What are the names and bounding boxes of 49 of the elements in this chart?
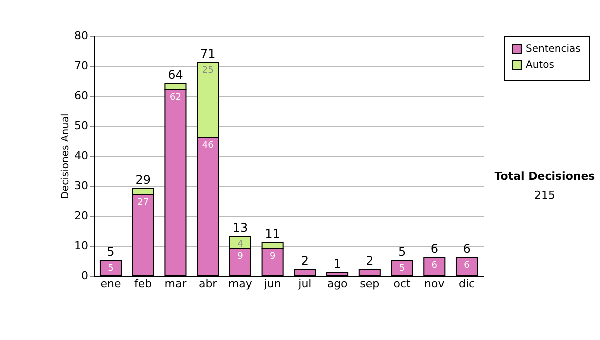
data-label: 25 [202, 66, 214, 76]
data-label: 5 [399, 264, 406, 274]
x-tick-label: mar [164, 278, 188, 290]
total-label: 11 [265, 227, 280, 241]
total-label: 2 [301, 254, 310, 268]
x-tick-label: ene [100, 278, 122, 290]
y-tick-label: 50 [74, 120, 88, 132]
x-tick-label: abr [198, 278, 218, 290]
data-label: 27 [138, 198, 150, 208]
total-label: 2 [366, 254, 374, 268]
y-tick-label: 20 [74, 210, 88, 222]
x-tick-label: dic [458, 278, 476, 290]
x-tick-label: jul [298, 278, 312, 290]
data-label: 6 [464, 261, 470, 271]
total-label: 5 [107, 245, 115, 259]
legend-label: Sentencias [526, 44, 581, 55]
data-label: 62 [170, 93, 182, 103]
x-tick-label: feb [134, 278, 152, 290]
x-tick-label: nov [424, 278, 446, 290]
data-label: 6 [432, 261, 438, 271]
data-label: 46 [202, 141, 214, 151]
x-tick-label: jun [263, 278, 282, 290]
x-tick-label: ago [327, 278, 348, 290]
legend-label: Autos [526, 60, 554, 71]
data-label: 5 [108, 264, 114, 274]
y-tick-label: 40 [74, 150, 88, 162]
y-tick-label: 30 [74, 180, 88, 192]
total-label: 1 [334, 257, 342, 271]
text: 215 [534, 189, 556, 202]
total-label: 71 [200, 47, 216, 61]
y-tick-label: 80 [74, 30, 88, 42]
data-label: 9 [238, 252, 244, 262]
total-label: 64 [168, 68, 184, 82]
y-tick-label: 10 [74, 240, 88, 252]
total-label: 6 [463, 242, 471, 256]
x-tick-label: sep [360, 278, 380, 290]
total-label: 13 [232, 221, 248, 235]
y-tick-label: 70 [74, 60, 88, 72]
total-label: 5 [398, 245, 406, 259]
y-axis-title: Decisiones Anual [60, 114, 72, 200]
x-tick-label: oct [394, 278, 412, 290]
total-label: 29 [136, 173, 151, 187]
y-tick-label: 0 [82, 270, 88, 282]
y-tick-label: 60 [74, 90, 88, 102]
x-tick-label: may [228, 278, 253, 290]
data-label: 4 [238, 240, 244, 250]
text: Total Decisiones [494, 170, 596, 183]
data-label: 9 [270, 252, 276, 262]
total-label: 6 [430, 242, 438, 256]
